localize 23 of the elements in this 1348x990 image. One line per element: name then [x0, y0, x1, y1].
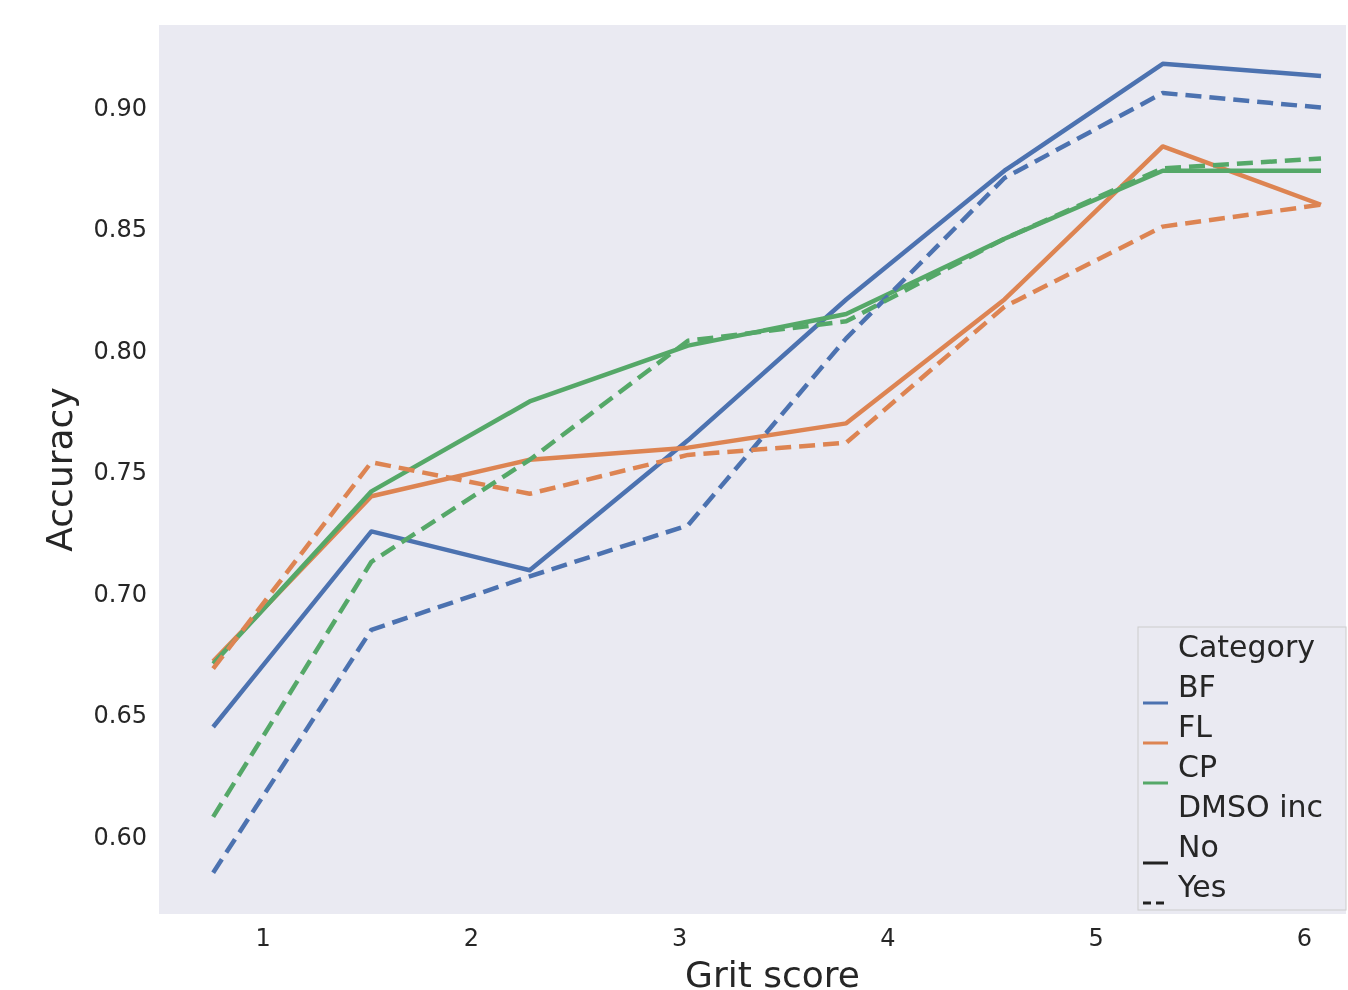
legend-label: FL: [1178, 709, 1213, 744]
y-tick-label: 0.60: [93, 822, 147, 851]
x-tick-label: 6: [1296, 924, 1312, 952]
y-tick-label: 0.85: [93, 215, 147, 244]
y-tick-label: 0.75: [93, 458, 147, 487]
x-tick-label: 3: [671, 924, 688, 952]
x-tick-label: 5: [1088, 924, 1104, 952]
legend-label: BF: [1178, 669, 1216, 704]
line-series: [210, 156, 1324, 820]
y-tick-label: 0.65: [93, 701, 147, 730]
x-tick-label: 2: [463, 924, 480, 952]
y-tick-label: 0.80: [93, 336, 147, 365]
legend-label: CP: [1178, 749, 1218, 784]
y-axis-title: Accuracy: [39, 387, 80, 552]
x-tick-label: 4: [880, 924, 896, 952]
x-axis-title: Grit score: [685, 954, 860, 990]
annotation: Yes: [1177, 869, 1227, 904]
annotation: No: [1178, 829, 1219, 864]
y-tick-label: 0.70: [93, 579, 147, 608]
x-tick-label: 1: [255, 924, 271, 952]
y-tick-label: 0.90: [93, 93, 147, 122]
annotation: DMSO inc: [1178, 789, 1324, 824]
legend-title: Category: [1178, 629, 1316, 664]
